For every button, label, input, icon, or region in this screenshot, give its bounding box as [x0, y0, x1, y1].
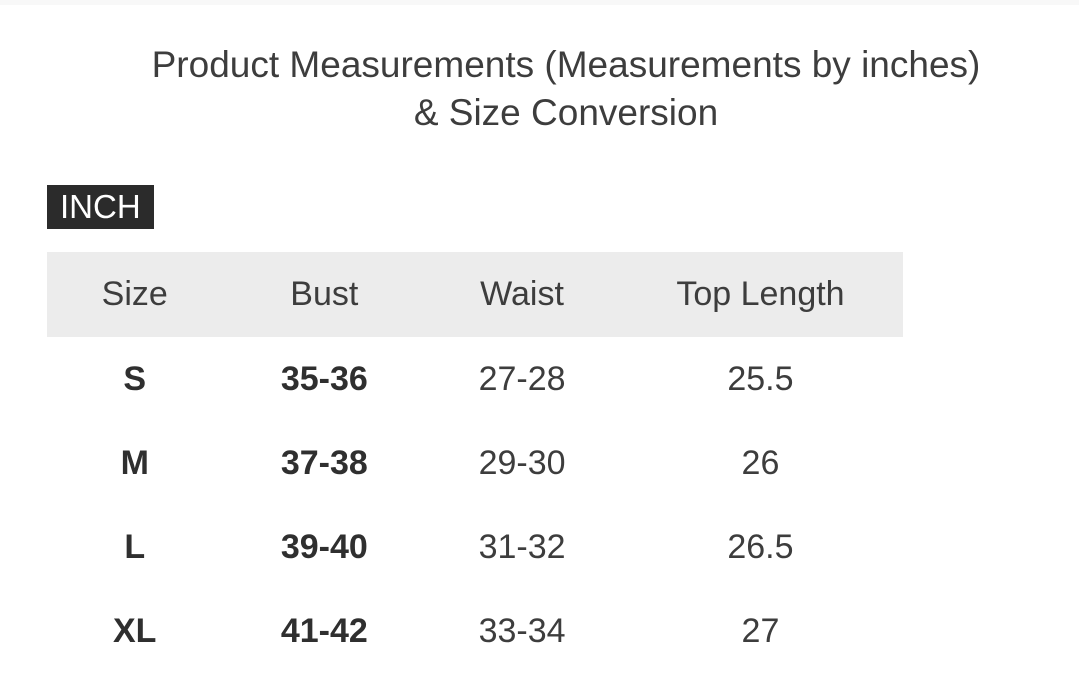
column-header-top-length: Top Length — [617, 252, 903, 337]
column-header-size: Size — [47, 252, 223, 337]
cell-waist: 33-34 — [478, 611, 566, 650]
page-title: Product Measurements (Measurements by in… — [151, 44, 981, 133]
cell-bust: 41-42 — [280, 611, 368, 650]
cell-bust: 35-36 — [280, 359, 368, 398]
table-header-row: Size Bust Waist Top Length — [47, 252, 903, 337]
cell-top-length: 26.5 — [727, 527, 794, 566]
table-row-s: S 35-36 27-28 25.5 — [47, 337, 903, 421]
cell-top-length: 26 — [741, 443, 780, 482]
cell-waist: 31-32 — [478, 527, 566, 566]
cell-size: M — [120, 443, 149, 482]
cell-size: L — [124, 527, 146, 566]
top-strip — [0, 0, 1079, 5]
cell-waist: 27-28 — [478, 359, 566, 398]
table-row-xl: XL 41-42 33-34 27 — [47, 589, 903, 673]
cell-bust: 37-38 — [280, 443, 368, 482]
cell-top-length: 25.5 — [727, 359, 794, 398]
cell-size: S — [123, 359, 147, 398]
size-chart-table: Size Bust Waist Top Length S 35-36 27-28… — [47, 252, 903, 673]
column-header-bust: Bust — [222, 252, 427, 337]
cell-size: XL — [113, 611, 157, 650]
column-header-waist: Waist — [426, 252, 618, 337]
cell-top-length: 27 — [741, 611, 780, 650]
table-row-l: L 39-40 31-32 26.5 — [47, 505, 903, 589]
unit-badge-inch[interactable]: INCH — [47, 185, 154, 229]
cell-bust: 39-40 — [280, 527, 368, 566]
cell-waist: 29-30 — [478, 443, 566, 482]
table-row-m: M 37-38 29-30 26 — [47, 421, 903, 505]
